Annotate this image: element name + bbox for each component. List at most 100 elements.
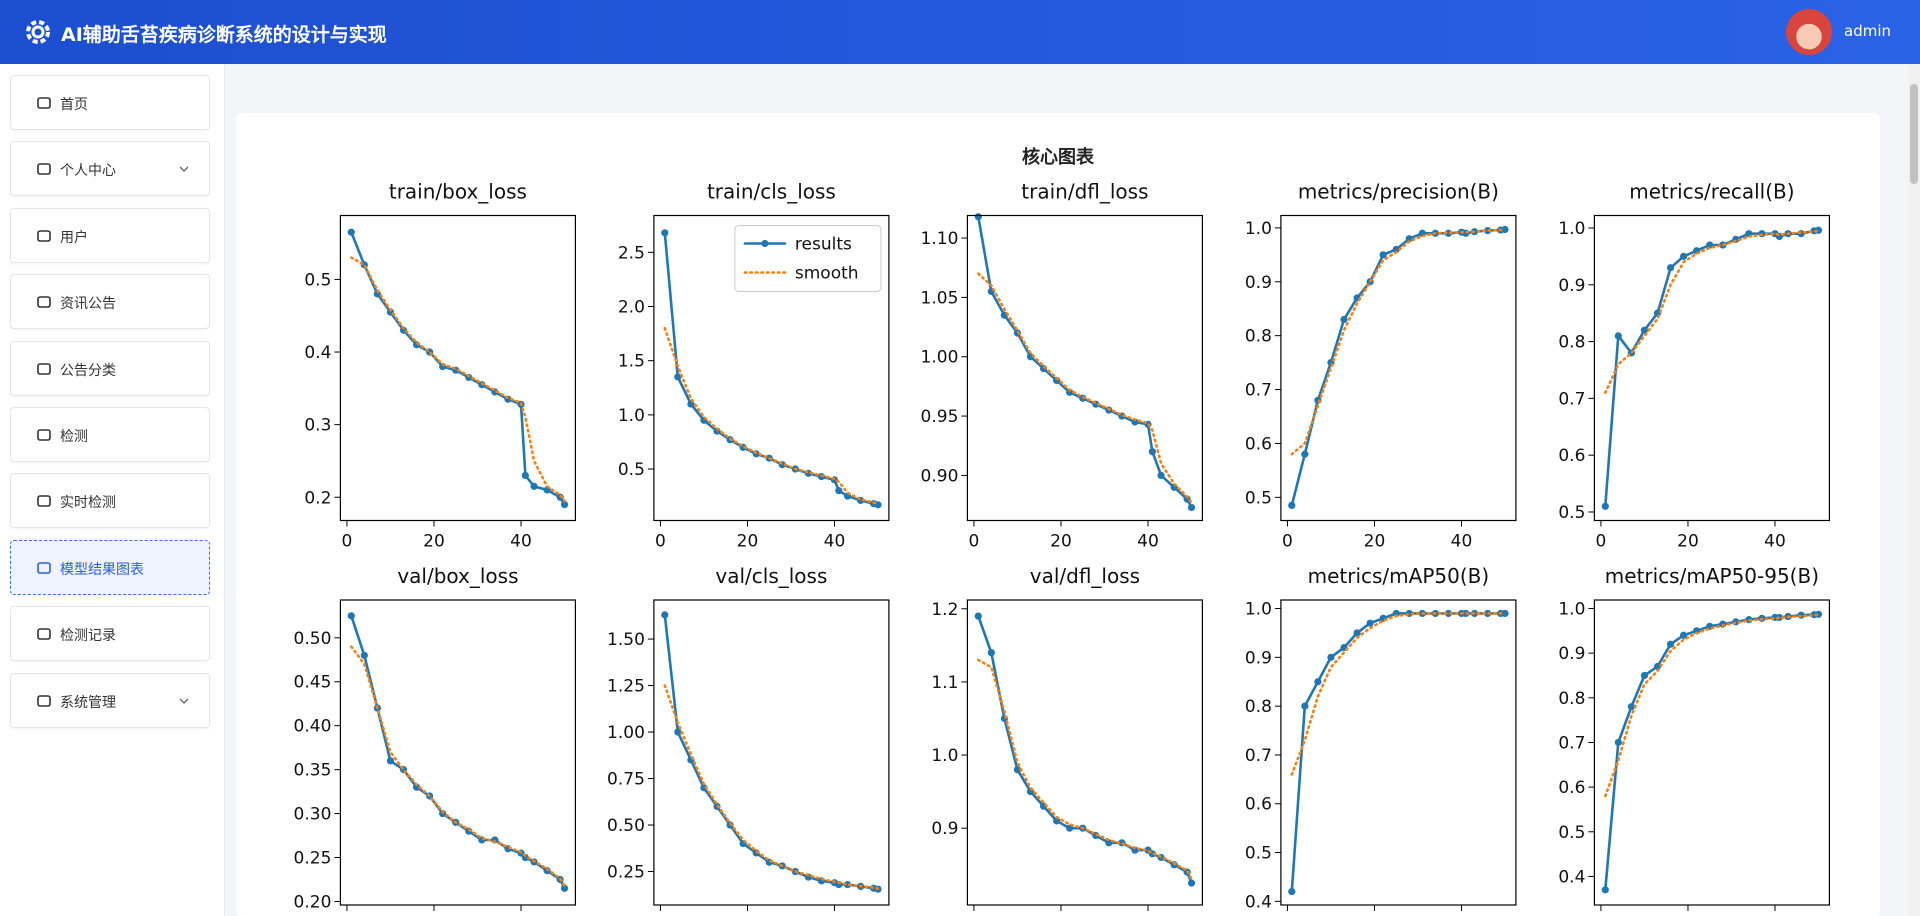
y-tick-label: 2.0 (618, 298, 645, 318)
data-point (1680, 252, 1688, 260)
chart-title: val/cls_loss (715, 564, 827, 588)
data-point (1653, 662, 1662, 671)
y-tick-label: 1.0 (618, 406, 645, 426)
menu-item[interactable]: 公告分类 (10, 340, 210, 396)
y-tick-label: 0.5 (1558, 823, 1585, 843)
plot-frame (1280, 214, 1517, 522)
data-point (1627, 703, 1635, 711)
y-tick-label: 0.50 (294, 629, 332, 649)
user-name[interactable]: admin (1844, 22, 1891, 40)
legend-marker (761, 239, 769, 248)
series-line (1604, 229, 1820, 508)
y-tick-label: 1.0 (1558, 219, 1585, 239)
series-line (350, 614, 566, 890)
data-point (700, 784, 708, 792)
series-line (977, 658, 1193, 881)
scrollbar[interactable] (1908, 64, 1920, 916)
menu-icon (37, 628, 51, 640)
y-tick-label: 0.5 (304, 270, 331, 290)
menu-item[interactable]: 首页 (10, 75, 210, 130)
data-point (835, 487, 843, 495)
y-tick-label: 0.40 (294, 717, 332, 737)
chevron (179, 698, 189, 704)
y-tick-label: 0.6 (1558, 446, 1585, 466)
menu-item[interactable]: 系统管理 (10, 672, 210, 728)
chart-title: val/dfl_loss (1030, 564, 1140, 588)
y-tick-label: 1.2 (931, 600, 958, 620)
y-tick-label: 1.05 (921, 288, 959, 308)
y-tick-label: 0.20 (294, 892, 332, 912)
data-point (1301, 702, 1309, 710)
menu-label: 模型结果图表 (60, 561, 144, 578)
data-point (1501, 609, 1509, 618)
x-tick-label: 20 (737, 532, 759, 552)
x-tick-label: 20 (423, 532, 445, 552)
menu-item[interactable]: 个人中心 (10, 141, 210, 197)
chevron (179, 166, 189, 173)
data-point (1013, 766, 1022, 774)
y-tick-label: 1.10 (921, 229, 959, 249)
data-point (560, 500, 569, 509)
chart-title: train/cls_loss (707, 180, 836, 204)
sidebar: 首页个人中心用户资讯公告公告分类检测实时检测模型结果图表检测记录系统管理 (0, 64, 225, 916)
data-point (1680, 631, 1688, 639)
y-tick-label: 0.5 (1245, 844, 1272, 864)
y-tick-label: 1.00 (921, 348, 959, 368)
y-tick-label: 0.30 (294, 805, 332, 825)
x-tick-label: 40 (1451, 532, 1473, 552)
series-line (663, 613, 880, 891)
data-point (560, 884, 569, 892)
x-tick-label: 40 (1137, 532, 1159, 552)
logo (26, 20, 50, 44)
data-point (974, 612, 982, 620)
data-point (1601, 502, 1609, 510)
y-tick-label: 0.7 (1245, 381, 1272, 401)
data-point (1392, 609, 1400, 618)
x-tick-label: 40 (824, 532, 846, 552)
avatar[interactable] (1786, 9, 1832, 55)
plot-frame (653, 214, 890, 522)
data-point (987, 649, 995, 657)
menu-icon (37, 97, 51, 109)
menu-item[interactable]: 检测记录 (10, 606, 210, 662)
menu-item[interactable]: 资讯公告 (10, 274, 210, 330)
data-point (1157, 471, 1165, 480)
series-line (663, 326, 880, 505)
x-tick-label: 0 (1596, 532, 1607, 552)
chart-title: train/box_loss (389, 180, 527, 204)
menu-icon (37, 561, 51, 574)
menu-label: 公告分类 (60, 362, 116, 379)
chart-title: metrics/recall(B) (1629, 180, 1794, 204)
menu-item[interactable]: 用户 (10, 207, 210, 263)
y-tick-label: 0.8 (1245, 697, 1272, 717)
data-point (386, 757, 395, 765)
y-tick-label: 0.5 (1245, 488, 1272, 508)
data-point (1392, 245, 1400, 254)
data-point (1444, 609, 1453, 618)
menu-label: 首页 (60, 97, 88, 113)
plot-frame (966, 599, 1204, 906)
menu-item[interactable]: 检测 (10, 407, 210, 462)
chart-card: 核心图表 train/box_loss 0.2 0.3 0.4 0.5 0 20 40 trai… (236, 113, 1880, 916)
scroll-thumb[interactable] (1910, 84, 1918, 184)
menu-item[interactable]: 模型结果图表 (10, 539, 210, 595)
chart-title: metrics/mAP50(B) (1308, 564, 1490, 588)
y-tick-label: 0.75 (607, 770, 645, 790)
data-point (1405, 235, 1413, 243)
x-tick-label: 40 (510, 532, 532, 552)
menu-icon (37, 163, 51, 176)
data-point (674, 728, 682, 736)
x-tick-label: 20 (1364, 532, 1386, 552)
y-tick-label: 0.45 (294, 673, 332, 693)
menu-item[interactable]: 实时检测 (10, 473, 210, 529)
card-title: 核心图表 (1022, 147, 1094, 168)
data-point (1301, 450, 1309, 458)
y-tick-label: 0.7 (1245, 746, 1272, 766)
data-point (1366, 619, 1374, 627)
y-tick-label: 0.4 (304, 343, 331, 363)
series-line (977, 272, 1193, 504)
y-tick-label: 0.9 (1558, 644, 1585, 664)
y-tick-label: 0.25 (607, 863, 645, 883)
menu-label: 检测 (60, 429, 88, 445)
